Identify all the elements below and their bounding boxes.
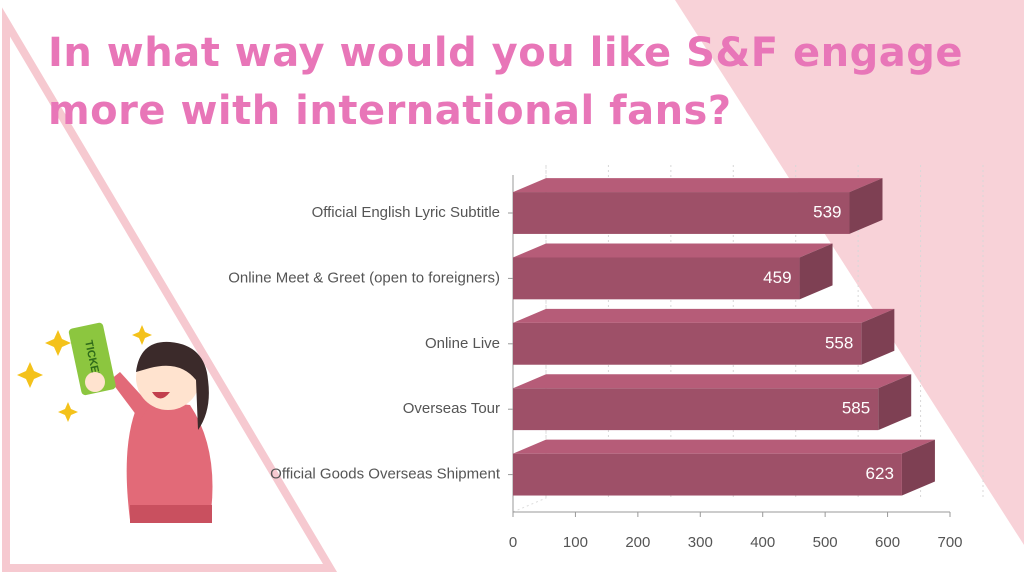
y-tick-label: Online Live — [425, 335, 500, 352]
x-tick-label: 0 — [509, 534, 517, 551]
y-tick-label: Official Goods Overseas Shipment — [270, 466, 501, 483]
background-outline — [1, 7, 338, 572]
bar-top — [513, 178, 883, 193]
bar-side — [878, 374, 912, 431]
illustration: TICKET — [17, 322, 213, 523]
value-label: 558 — [825, 333, 853, 352]
bar — [513, 453, 902, 496]
value-label: 539 — [813, 202, 841, 221]
bar — [513, 322, 862, 365]
bar-top — [513, 308, 895, 323]
bar-side — [901, 439, 935, 496]
bar-top — [513, 243, 833, 258]
x-tick-label: 600 — [875, 534, 900, 551]
value-label: 459 — [763, 268, 791, 287]
value-label: 585 — [842, 399, 870, 418]
bar — [513, 257, 800, 300]
chart-title: In what way would you like S&F engage mo… — [48, 30, 964, 134]
x-tick-label: 400 — [750, 534, 775, 551]
bar-top — [513, 374, 912, 389]
y-tick-label: Official English Lyric Subtitle — [312, 204, 500, 221]
bar — [513, 388, 879, 431]
y-tick-label: Overseas Tour — [403, 400, 500, 417]
axis-back — [512, 165, 547, 513]
x-tick-label: 200 — [625, 534, 650, 551]
x-tick-label: 100 — [563, 534, 588, 551]
bar-top — [513, 439, 935, 454]
bar-side — [799, 243, 833, 300]
bar-side — [849, 178, 883, 234]
x-tick-label: 300 — [688, 534, 713, 551]
bar — [513, 192, 850, 234]
x-tick-label: 700 — [937, 534, 962, 551]
background-shape — [675, 0, 1024, 545]
bar-side — [861, 308, 895, 365]
y-tick-label: Online Meet & Greet (open to foreigners) — [228, 269, 500, 286]
value-label: 623 — [866, 464, 894, 483]
x-tick-label: 500 — [813, 534, 838, 551]
